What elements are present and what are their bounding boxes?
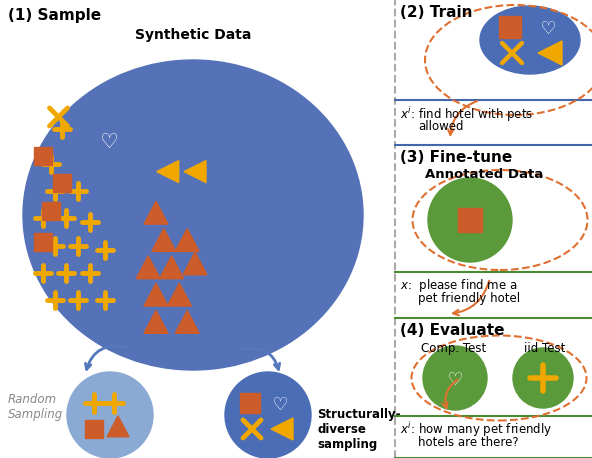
Circle shape	[225, 372, 311, 458]
Polygon shape	[144, 283, 168, 306]
Polygon shape	[184, 161, 206, 183]
Polygon shape	[160, 256, 184, 279]
Text: allowed: allowed	[418, 120, 464, 133]
Polygon shape	[168, 283, 191, 306]
Text: hotels are there?: hotels are there?	[418, 436, 519, 449]
Text: Structurally-
diverse
sampling: Structurally- diverse sampling	[317, 408, 401, 451]
Text: Comp. Test: Comp. Test	[422, 342, 487, 355]
Circle shape	[423, 346, 487, 410]
Text: (3) Fine-tune: (3) Fine-tune	[400, 150, 512, 165]
Polygon shape	[144, 202, 168, 224]
Text: (2) Train: (2) Train	[400, 5, 472, 20]
Bar	[34, 233, 52, 251]
Circle shape	[513, 348, 573, 408]
Bar	[499, 16, 521, 38]
Text: $x$:  please find me a: $x$: please find me a	[400, 277, 517, 294]
Text: (1) Sample: (1) Sample	[8, 8, 101, 23]
Polygon shape	[107, 416, 129, 437]
Ellipse shape	[23, 60, 363, 370]
Polygon shape	[538, 41, 562, 65]
Bar	[53, 174, 72, 192]
Text: (4) Evaluate: (4) Evaluate	[400, 323, 504, 338]
Bar	[34, 147, 52, 165]
Point	[275, 399, 285, 407]
Polygon shape	[271, 418, 293, 440]
Polygon shape	[144, 311, 168, 333]
Polygon shape	[152, 229, 176, 251]
Point	[451, 374, 460, 382]
Text: $x^i$: how many pet friendly: $x^i$: how many pet friendly	[400, 420, 552, 439]
Bar	[240, 393, 260, 413]
Text: iid Test: iid Test	[525, 342, 566, 355]
Text: Annotated Data: Annotated Data	[425, 168, 543, 181]
Bar	[85, 420, 103, 438]
Point	[104, 137, 114, 144]
Polygon shape	[175, 311, 199, 333]
Bar	[458, 208, 482, 232]
Polygon shape	[157, 161, 179, 183]
Bar	[41, 202, 60, 219]
Point	[543, 23, 553, 31]
Circle shape	[428, 178, 512, 262]
Circle shape	[67, 372, 153, 458]
Polygon shape	[175, 229, 199, 251]
Text: Random
Sampling: Random Sampling	[8, 393, 63, 421]
Polygon shape	[136, 256, 160, 279]
Text: $x^i$: find hotel with pets: $x^i$: find hotel with pets	[400, 105, 533, 124]
Text: Synthetic Data: Synthetic Data	[135, 28, 251, 42]
Text: pet friendly hotel: pet friendly hotel	[418, 292, 520, 305]
Ellipse shape	[480, 6, 580, 74]
Polygon shape	[183, 252, 207, 275]
